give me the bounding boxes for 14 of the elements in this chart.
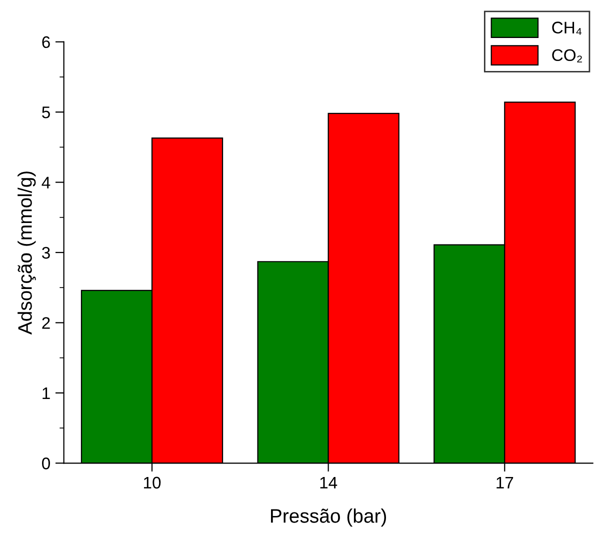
- legend-label: CO₂: [552, 49, 582, 62]
- y-tick-label: 6: [42, 36, 50, 48]
- x-tick-label: 14: [320, 476, 338, 488]
- y-tick-label: 0: [42, 458, 50, 470]
- y-tick-label: 1: [42, 388, 50, 399]
- y-tick-label: 2: [42, 317, 50, 329]
- x-tick-label: 10: [144, 476, 161, 489]
- legend-label: CH₄: [552, 22, 582, 35]
- x-axis-title: Pressão (bar): [271, 508, 386, 527]
- y-tick-label: 4: [42, 176, 50, 188]
- y-tick-label: 3: [42, 246, 50, 259]
- y-tick-label: 5: [42, 106, 50, 118]
- x-tick-label: 17: [496, 476, 514, 488]
- y-axis-title: Adsorção (mmol/g): [18, 172, 36, 335]
